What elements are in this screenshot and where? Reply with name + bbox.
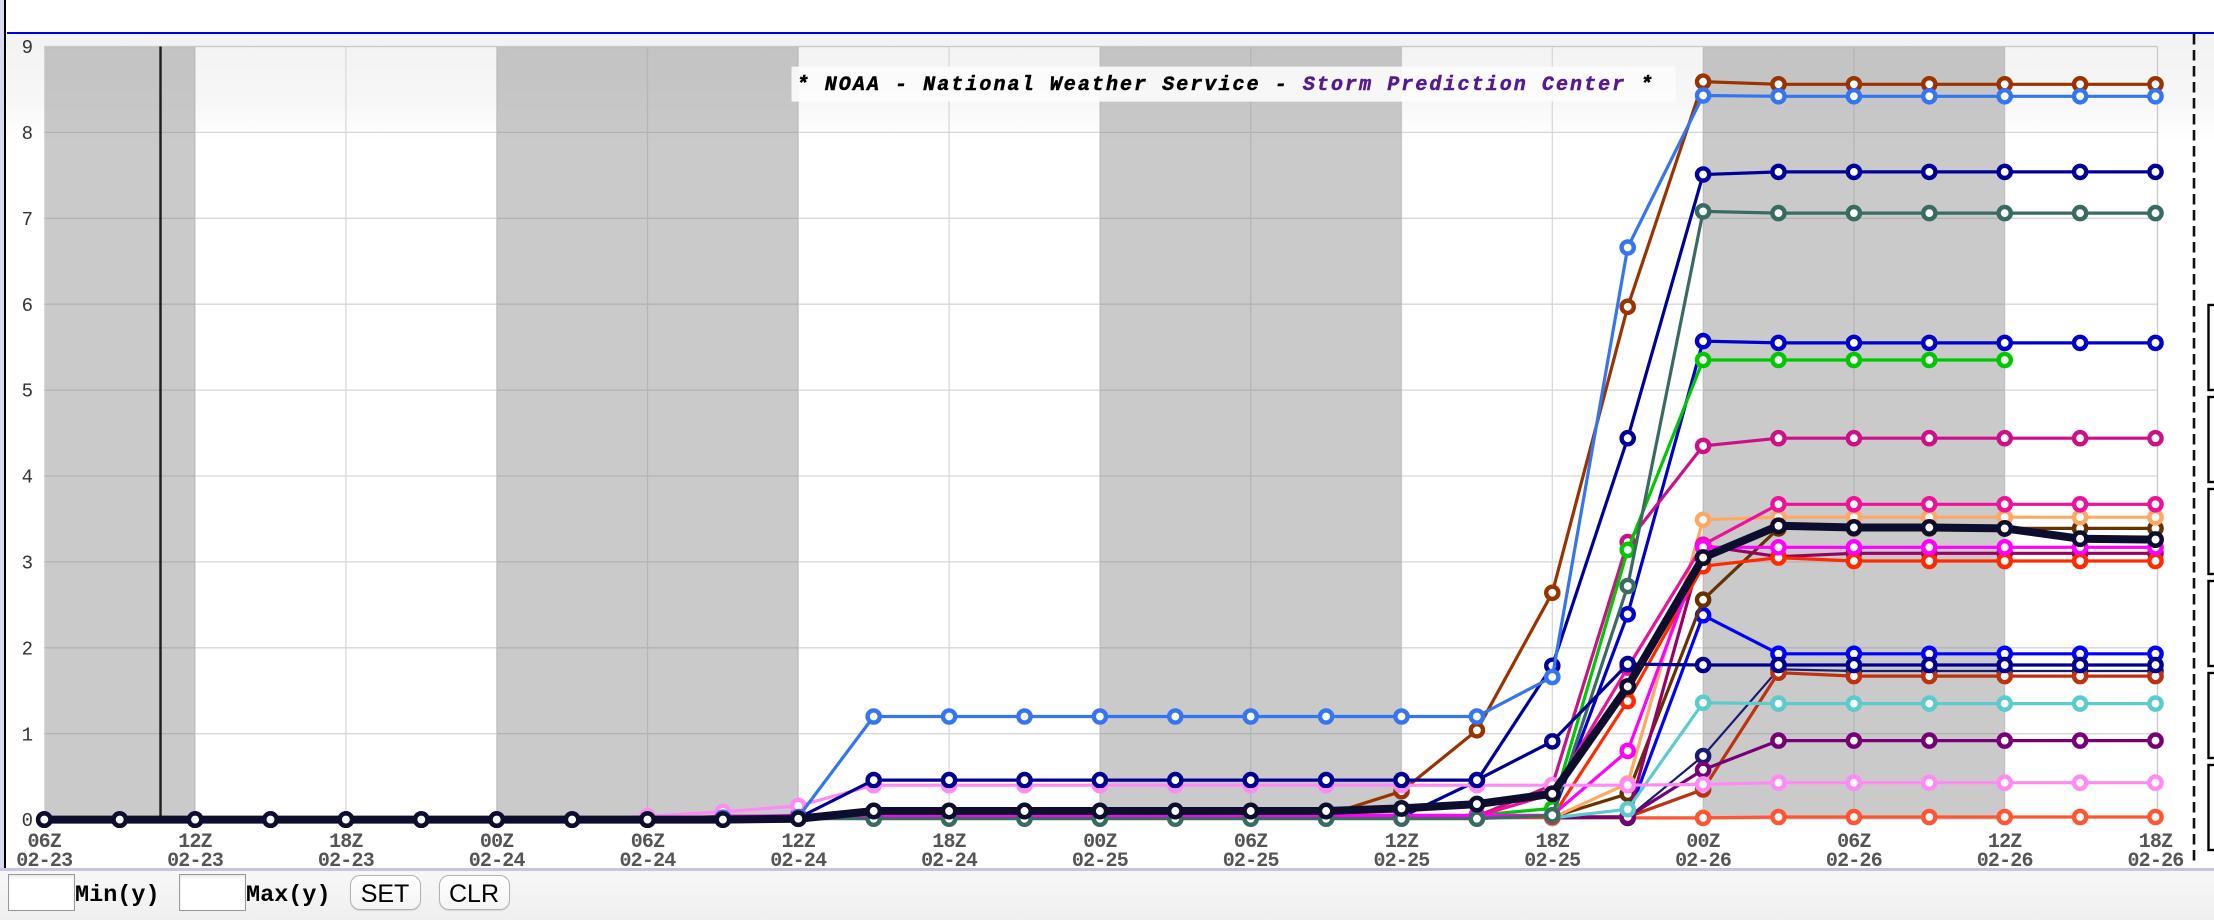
svg-text:02-26: 02-26 — [1675, 850, 1731, 873]
svg-text:18Z: 18Z — [329, 831, 363, 854]
svg-text:02-23: 02-23 — [318, 850, 374, 873]
svg-text:2: 2 — [22, 638, 33, 660]
svg-text:6: 6 — [22, 295, 33, 317]
svg-text:12Z: 12Z — [1385, 831, 1419, 854]
svg-text:12Z: 12Z — [781, 831, 815, 854]
svg-text:7: 7 — [22, 209, 33, 231]
svg-text:9: 9 — [22, 37, 33, 59]
svg-text:18Z: 18Z — [1535, 831, 1569, 854]
svg-text:02-24: 02-24 — [921, 850, 978, 873]
svg-text:06Z: 06Z — [631, 831, 665, 854]
svg-text:02-24: 02-24 — [770, 850, 827, 873]
svg-text:06Z: 06Z — [1837, 831, 1871, 854]
svg-text:02-26: 02-26 — [2127, 850, 2183, 873]
svg-text:02-23: 02-23 — [167, 850, 223, 873]
svg-text:18Z: 18Z — [932, 831, 966, 854]
svg-text:02-25: 02-25 — [1373, 850, 1429, 873]
svg-text:06Z: 06Z — [1234, 831, 1268, 854]
svg-text:1: 1 — [22, 724, 33, 746]
svg-text:0: 0 — [22, 810, 33, 832]
svg-text:5: 5 — [22, 381, 33, 403]
svg-text:02-25: 02-25 — [1223, 850, 1279, 873]
svg-text:02-25: 02-25 — [1524, 850, 1580, 873]
svg-text:02-25: 02-25 — [1072, 850, 1128, 873]
svg-text:02-26: 02-26 — [1826, 850, 1882, 873]
svg-text:3: 3 — [22, 553, 33, 575]
svg-text:06Z: 06Z — [27, 831, 61, 854]
svg-text:4: 4 — [22, 467, 33, 489]
svg-text:00Z: 00Z — [1083, 831, 1117, 854]
svg-text:00Z: 00Z — [1686, 831, 1720, 854]
svg-text:12Z: 12Z — [1988, 831, 2022, 854]
svg-text:12Z: 12Z — [178, 831, 212, 854]
svg-text:02-24: 02-24 — [469, 850, 526, 873]
svg-text:02-26: 02-26 — [1977, 850, 2033, 873]
svg-text:* NOAA - National Weather Serv: * NOAA - National Weather Service - Stor… — [797, 74, 1655, 97]
svg-text:02-23: 02-23 — [16, 850, 72, 873]
svg-text:02-24: 02-24 — [619, 850, 676, 873]
svg-text:00Z: 00Z — [480, 831, 514, 854]
svg-text:8: 8 — [22, 123, 33, 145]
svg-text:18Z: 18Z — [2139, 831, 2173, 854]
